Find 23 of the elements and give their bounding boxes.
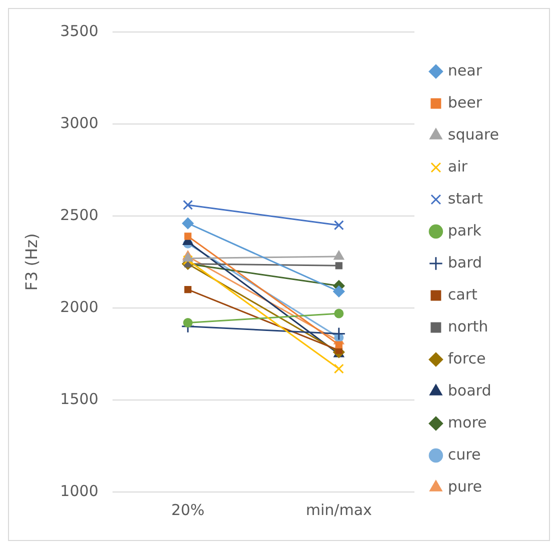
- legend-label: square: [448, 125, 500, 144]
- legend-label: cure: [448, 445, 481, 464]
- y-tick-label: 2000: [60, 298, 98, 316]
- x-tick-label: min/max: [306, 500, 372, 519]
- x-tick-label: 20%: [171, 500, 205, 519]
- y-tick-label: 3500: [60, 22, 98, 40]
- y-axis-title: F3 (Hz): [22, 233, 41, 291]
- y-tick-label: 2500: [60, 206, 98, 224]
- y-tick-label: 1000: [60, 482, 98, 500]
- y-tick-label: 1500: [60, 390, 98, 408]
- legend-label: beer: [448, 93, 483, 112]
- legend-label: force: [448, 349, 486, 368]
- legend-label: air: [448, 157, 468, 176]
- legend-label: bard: [448, 253, 482, 272]
- legend-label: board: [448, 381, 492, 400]
- legend-label: cart: [448, 285, 478, 304]
- legend-label: north: [448, 317, 488, 336]
- y-tick-label: 3000: [60, 114, 98, 132]
- legend-label: park: [448, 221, 482, 240]
- legend-label: more: [448, 413, 487, 432]
- legend-label: start: [448, 189, 483, 208]
- legend-label: near: [448, 61, 483, 80]
- legend-label: pure: [448, 477, 482, 496]
